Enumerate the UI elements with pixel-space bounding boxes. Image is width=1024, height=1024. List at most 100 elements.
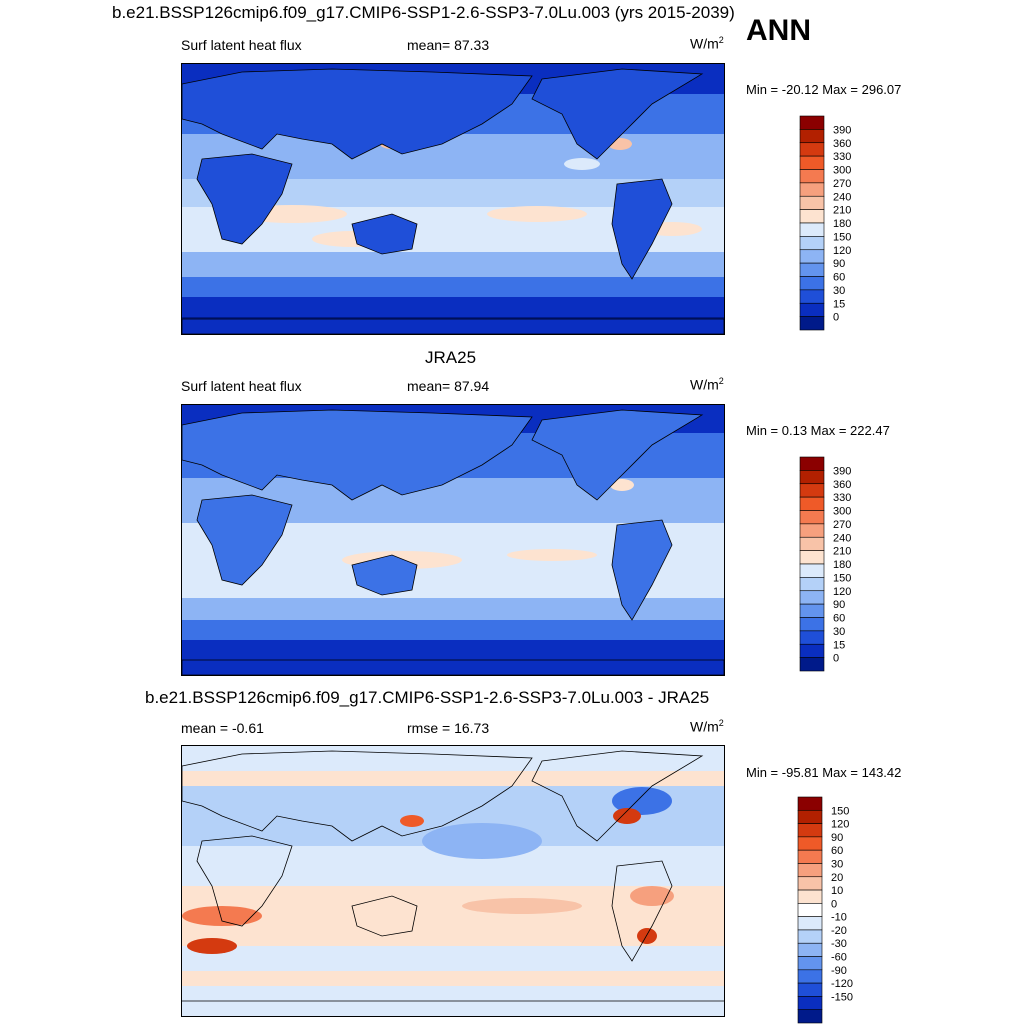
colorbar-swatch bbox=[799, 550, 825, 565]
panel3-minmax-label: Min = -95.81 Max = 143.42 bbox=[746, 765, 902, 780]
colorbar-tick-label: 0 bbox=[831, 898, 837, 910]
colorbar-tick-label: 330 bbox=[833, 492, 851, 504]
colorbar-tick-label: 120 bbox=[833, 245, 851, 257]
colorbar-tick-label: 390 bbox=[833, 124, 851, 136]
panel1-title: b.e21.BSSP126cmip6.f09_g17.CMIP6-SSP1-2.… bbox=[112, 3, 735, 22]
colorbar-tick-label: 0 bbox=[833, 653, 839, 665]
panel3-rmse-label: rmse = 16.73 bbox=[407, 720, 490, 736]
colorbar-tick-label: -90 bbox=[831, 965, 847, 977]
colorbar-tick-label: 300 bbox=[833, 165, 851, 177]
colorbar-swatch bbox=[799, 563, 825, 578]
colorbar-tick-label: 210 bbox=[833, 205, 851, 217]
colorbar-swatch bbox=[797, 863, 823, 878]
colorbar-tick-label: 210 bbox=[833, 546, 851, 558]
colorbar-swatch bbox=[799, 222, 825, 237]
colorbar-swatch bbox=[799, 262, 825, 277]
colorbar-swatch bbox=[799, 523, 825, 538]
colorbar-swatch bbox=[799, 195, 825, 210]
colorbar-swatch bbox=[797, 809, 823, 824]
colorbar-swatch bbox=[797, 956, 823, 971]
colorbar-tick-label: 120 bbox=[833, 586, 851, 598]
colorbar-swatch bbox=[799, 643, 825, 658]
colorbar-tick-label: 150 bbox=[833, 231, 851, 243]
colorbar-swatch bbox=[799, 496, 825, 511]
colorbar-tick-label: -150 bbox=[831, 991, 853, 1003]
panel1-colorbar: 390 360 330 300 270 240 210 180 150 120 90 60 30 15 0 bbox=[799, 115, 880, 331]
colorbar-swatch bbox=[799, 115, 825, 130]
colorbar-swatch bbox=[797, 903, 823, 917]
colorbar-swatch bbox=[797, 1009, 823, 1024]
colorbar-swatch bbox=[799, 316, 825, 331]
colorbar-swatch bbox=[799, 630, 825, 645]
colorbar-tick-label: 30 bbox=[833, 626, 845, 638]
colorbar-swatch bbox=[797, 836, 823, 851]
colorbar-swatch bbox=[799, 289, 825, 304]
colorbar-tick-label: 90 bbox=[833, 258, 845, 270]
colorbar-swatch bbox=[799, 577, 825, 592]
colorbar-tick-label: 30 bbox=[833, 285, 845, 297]
colorbar-swatch bbox=[797, 942, 823, 957]
colorbar-tick-label: 30 bbox=[831, 858, 843, 870]
colorbar-swatch bbox=[799, 657, 825, 672]
colorbar-swatch bbox=[799, 209, 825, 224]
colorbar-tick-label: -20 bbox=[831, 925, 847, 937]
panel2-mean-label: mean= 87.94 bbox=[407, 378, 490, 394]
colorbar-tick-label: 15 bbox=[833, 639, 845, 651]
colorbar-tick-label: 270 bbox=[833, 178, 851, 190]
panel2-units-label: W/m2 bbox=[690, 376, 724, 393]
colorbar-tick-label: -30 bbox=[831, 938, 847, 950]
panel1-minmax-label: Min = -20.12 Max = 296.07 bbox=[746, 82, 902, 97]
colorbar-tick-label: 330 bbox=[833, 151, 851, 163]
colorbar-tick-label: 10 bbox=[831, 885, 843, 897]
colorbar-tick-label: 0 bbox=[833, 312, 839, 324]
panel1-map bbox=[181, 63, 725, 335]
colorbar-tick-label: 270 bbox=[833, 519, 851, 531]
colorbar-swatch bbox=[799, 182, 825, 197]
colorbar-tick-label: 15 bbox=[833, 298, 845, 310]
panel3-title: b.e21.BSSP126cmip6.f09_g17.CMIP6-SSP1-2.… bbox=[145, 688, 710, 707]
colorbar-tick-label: 180 bbox=[833, 218, 851, 230]
colorbar-tick-label: 90 bbox=[833, 599, 845, 611]
colorbar-swatch bbox=[799, 169, 825, 184]
colorbar-swatch bbox=[799, 129, 825, 144]
season-label: ANN bbox=[746, 14, 811, 47]
colorbar-swatch bbox=[799, 617, 825, 632]
colorbar-swatch bbox=[799, 236, 825, 251]
colorbar-swatch bbox=[797, 823, 823, 838]
colorbar-swatch bbox=[799, 603, 825, 618]
panel3-map bbox=[181, 745, 725, 1017]
colorbar-swatch bbox=[799, 590, 825, 605]
colorbar-tick-label: 150 bbox=[833, 572, 851, 584]
colorbar-swatch bbox=[799, 483, 825, 498]
panel1-units-label: W/m2 bbox=[690, 35, 724, 52]
panel3-colorbar: 150 120 90 60 30 20 10 0 -10 -20 -30 -60 -90 -120 -150 bbox=[797, 796, 880, 1024]
colorbar-swatch bbox=[799, 302, 825, 317]
colorbar-swatch bbox=[797, 929, 823, 944]
colorbar-tick-label: -60 bbox=[831, 952, 847, 964]
colorbar-tick-label: 120 bbox=[831, 819, 849, 831]
colorbar-tick-label: 60 bbox=[833, 272, 845, 284]
colorbar-tick-label: -10 bbox=[831, 912, 847, 924]
colorbar-tick-label: 240 bbox=[833, 532, 851, 544]
colorbar-tick-label: 150 bbox=[831, 805, 849, 817]
colorbar-tick-label: 360 bbox=[833, 479, 851, 491]
colorbar-swatch bbox=[799, 155, 825, 170]
colorbar-swatch bbox=[799, 142, 825, 157]
panel1-mean-label: mean= 87.33 bbox=[407, 37, 490, 53]
panel3-units-label: W/m2 bbox=[690, 718, 724, 735]
colorbar-tick-label: 60 bbox=[833, 613, 845, 625]
colorbar-tick-label: 90 bbox=[831, 832, 843, 844]
panel1-variable-label: Surf latent heat flux bbox=[181, 37, 302, 53]
colorbar-swatch bbox=[797, 996, 823, 1011]
colorbar-tick-label: -120 bbox=[831, 978, 853, 990]
panel2-map bbox=[181, 404, 725, 676]
colorbar-tick-label: 180 bbox=[833, 559, 851, 571]
colorbar-swatch bbox=[797, 796, 823, 811]
colorbar-swatch bbox=[797, 849, 823, 864]
colorbar-swatch bbox=[797, 916, 823, 931]
colorbar-swatch bbox=[799, 510, 825, 525]
colorbar-swatch bbox=[797, 876, 823, 891]
colorbar-tick-label: 240 bbox=[833, 191, 851, 203]
colorbar-swatch bbox=[797, 889, 823, 904]
colorbar-tick-label: 360 bbox=[833, 138, 851, 150]
